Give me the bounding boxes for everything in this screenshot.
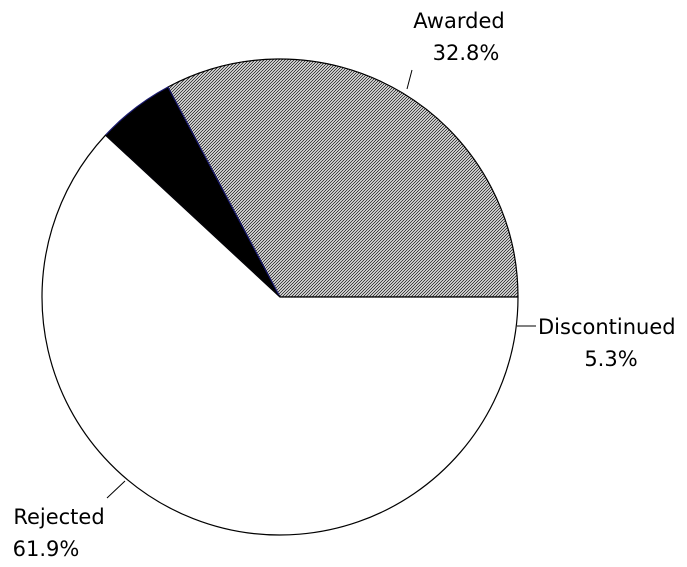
pie-slice-awarded xyxy=(167,58,519,298)
pie-slices xyxy=(41,58,519,536)
slice-label-rejected: Rejected xyxy=(13,505,104,529)
pie-labels: Awarded 32.8% Discontinued 5.3% Rejected… xyxy=(13,9,676,561)
slice-label-discontinued: Discontinued xyxy=(538,315,676,339)
pie-slice-rejected xyxy=(41,134,519,536)
leader-line-awarded xyxy=(406,69,413,90)
slice-value-discontinued: 5.3% xyxy=(584,347,637,371)
slice-value-awarded: 32.8% xyxy=(433,41,500,65)
slice-label-awarded: Awarded xyxy=(413,9,504,33)
leader-line-rejected xyxy=(106,480,126,499)
slice-value-rejected: 61.9% xyxy=(13,537,80,561)
